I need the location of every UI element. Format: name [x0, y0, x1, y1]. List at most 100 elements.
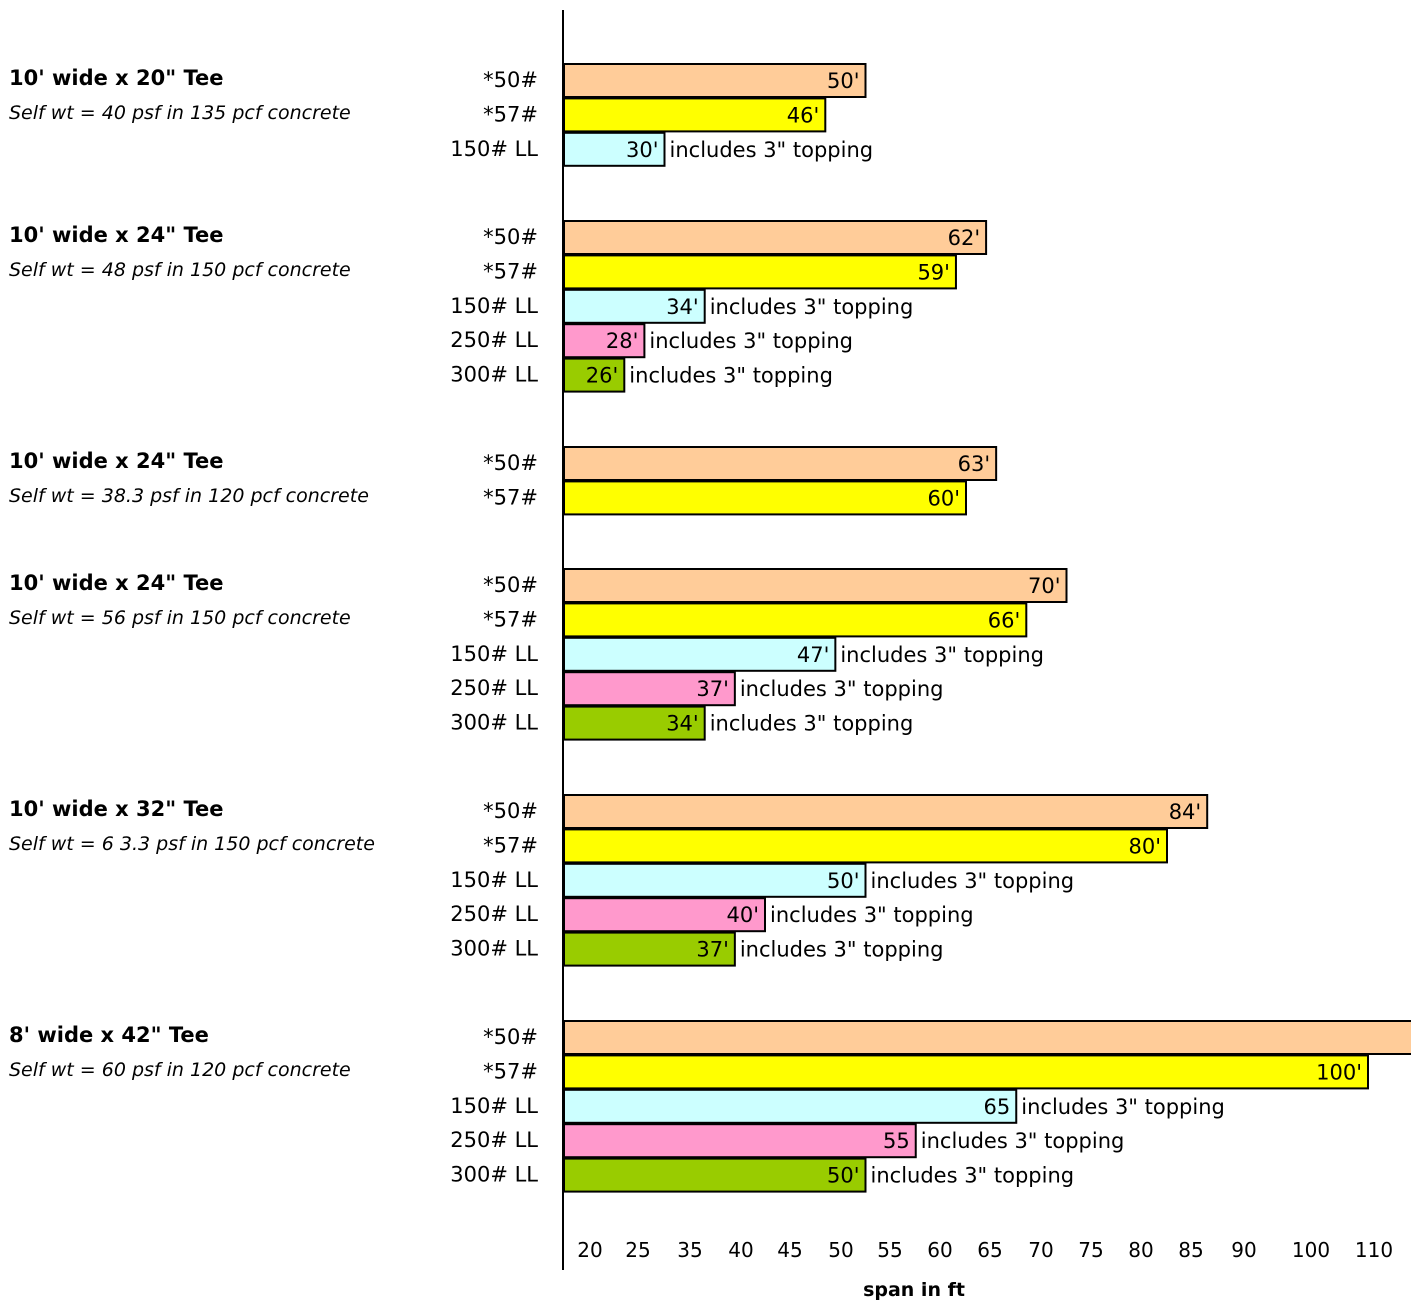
bar-value-label: 55 — [883, 1129, 910, 1153]
tee-group-3: 10' wide x 24" Tee Self wt = 38.3 psf in … — [9, 446, 998, 516]
topping-note: includes 3" topping — [840, 643, 1044, 667]
groups-layer: 10' wide x 20" Tee Self wt = 40 psf in 13… — [9, 63, 1411, 1193]
bar-value-label: 62' — [948, 226, 981, 250]
topping-note: includes 3" topping — [770, 903, 974, 927]
bar-300-ll — [563, 357, 626, 393]
bar-250-ll — [563, 323, 646, 359]
bar-250-ll — [563, 897, 766, 933]
group-title: 10' wide x 20" Tee — [9, 66, 224, 90]
topping-note: includes 3" topping — [740, 677, 944, 701]
x-tick-label: 85 — [1178, 1238, 1203, 1262]
bar-value-label: 65 — [984, 1095, 1011, 1119]
row-label-300-ll: 300# LL — [450, 711, 538, 735]
bar-57 — [563, 254, 957, 290]
topping-note: includes 3" topping — [871, 869, 1075, 893]
bar-value-label: 34' — [666, 712, 699, 736]
row-label-50: *50# — [483, 225, 538, 249]
x-tick-label: 25 — [625, 1238, 650, 1262]
bar-50 — [563, 568, 1068, 603]
bar-value-label: 60' — [928, 486, 961, 510]
bar-50 — [563, 446, 998, 481]
row-label-57: *57# — [483, 607, 538, 631]
row-label-250-ll: 250# LL — [450, 1128, 538, 1152]
tee-group-2: 10' wide x 24" Tee Self wt = 48 psf in 15… — [9, 220, 988, 393]
bar-300-ll — [563, 931, 736, 967]
bar-value-label: 40' — [727, 903, 760, 927]
bar-250-ll — [563, 1123, 917, 1159]
topping-note: includes 3" topping — [1021, 1095, 1225, 1119]
bar-value-label: 34' — [666, 295, 699, 319]
bar-value-label: 30' — [626, 138, 659, 162]
bar-57 — [563, 480, 967, 516]
bar-57 — [563, 602, 1028, 638]
row-label-150-ll: 150# LL — [450, 1094, 538, 1118]
group-subtitle: Self wt = 40 psf in 135 pcf concrete — [9, 102, 351, 124]
topping-note: includes 3" topping — [710, 712, 914, 736]
bar-150-ll — [563, 131, 666, 167]
row-label-150-ll: 150# LL — [450, 137, 538, 161]
x-tick-label: 100 — [1292, 1238, 1330, 1262]
bar-50 — [563, 1020, 1411, 1055]
bar-150-ll — [563, 288, 706, 324]
row-label-300-ll: 300# LL — [450, 937, 538, 961]
x-tick-label: 65 — [977, 1238, 1002, 1262]
topping-note: includes 3" topping — [710, 295, 914, 319]
tee-group-6: 8' wide x 42" Tee Self wt = 60 psf in 120… — [9, 1020, 1411, 1193]
row-label-57: *57# — [483, 259, 538, 283]
row-label-50: *50# — [483, 1025, 538, 1049]
bar-value-label: 28' — [606, 329, 639, 353]
bar-300-ll — [563, 1157, 867, 1193]
group-title: 10' wide x 24" Tee — [9, 449, 224, 473]
row-label-57: *57# — [483, 485, 538, 509]
row-label-50: *50# — [483, 68, 538, 92]
tee-group-5: 10' wide x 32" Tee Self wt = 6 3.3 psf in… — [9, 794, 1209, 967]
topping-note: includes 3" topping — [629, 364, 833, 388]
x-tick-label: 70 — [1028, 1238, 1053, 1262]
row-label-57: *57# — [483, 102, 538, 126]
group-title: 8' wide x 42" Tee — [9, 1023, 209, 1047]
row-label-150-ll: 150# LL — [450, 294, 538, 318]
bar-value-label: 50' — [827, 69, 860, 93]
bar-value-label: 50' — [827, 869, 860, 893]
tee-group-4: 10' wide x 24" Tee Self wt = 56 psf in 15… — [9, 568, 1068, 741]
bar-value-label: 47' — [797, 643, 830, 667]
x-tick-label: 75 — [1078, 1238, 1103, 1262]
x-axis-ticks: 20 25 35 40 45 50 55 60 65 70 75 80 85 90 100 110 — [577, 1238, 1393, 1262]
bar-300-ll — [563, 705, 706, 741]
bar-value-label: 46' — [787, 103, 820, 127]
bar-value-label: 66' — [988, 608, 1021, 632]
bar-57 — [563, 828, 1168, 864]
x-tick-label: 90 — [1231, 1238, 1256, 1262]
bar-57 — [563, 97, 827, 133]
bar-value-label: 84' — [1169, 800, 1202, 824]
x-tick-label: 20 — [577, 1238, 602, 1262]
row-label-250-ll: 250# LL — [450, 328, 538, 352]
row-label-50: *50# — [483, 799, 538, 823]
x-tick-label: 55 — [877, 1238, 902, 1262]
row-label-300-ll: 300# LL — [450, 1163, 538, 1187]
bar-250-ll — [563, 671, 736, 707]
bar-value-label: 80' — [1129, 834, 1162, 858]
x-tick-label: 40 — [728, 1238, 753, 1262]
bar-value-label: 37' — [696, 938, 729, 962]
row-label-250-ll: 250# LL — [450, 902, 538, 926]
bar-150-ll — [563, 636, 837, 672]
row-label-57: *57# — [483, 833, 538, 857]
topping-note: includes 3" topping — [921, 1129, 1125, 1153]
bar-50 — [563, 220, 988, 255]
row-label-250-ll: 250# LL — [450, 676, 538, 700]
bar-50 — [563, 794, 1209, 829]
x-axis-title: span in ft — [863, 1279, 965, 1301]
topping-note: includes 3" topping — [649, 329, 853, 353]
bar-value-label: 26' — [586, 364, 619, 388]
topping-note: includes 3" topping — [670, 138, 874, 162]
group-subtitle: Self wt = 56 psf in 150 pcf concrete — [9, 607, 351, 629]
group-subtitle: Self wt = 60 psf in 120 pcf concrete — [9, 1059, 351, 1081]
topping-note: includes 3" topping — [871, 1164, 1075, 1188]
bar-150-ll — [563, 1088, 1018, 1124]
bar-value-label: 59' — [917, 260, 950, 284]
x-tick-label: 80 — [1128, 1238, 1153, 1262]
row-label-57: *57# — [483, 1059, 538, 1083]
group-subtitle: Self wt = 48 psf in 150 pcf concrete — [9, 259, 351, 281]
